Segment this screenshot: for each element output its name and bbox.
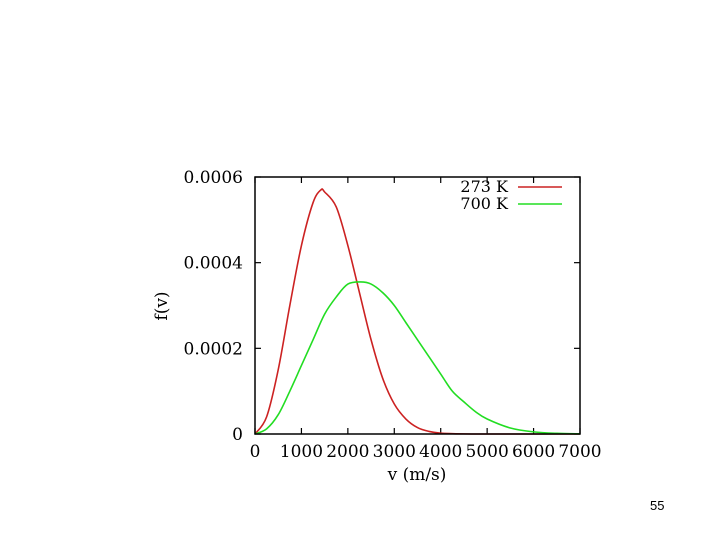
legend-label-2: 700 K bbox=[460, 194, 509, 213]
x-tick-label: 6000 bbox=[512, 442, 555, 462]
x-tick-label: 5000 bbox=[466, 442, 509, 462]
axis-ticks bbox=[254, 176, 581, 435]
y-tick-label: 0.0006 bbox=[184, 168, 243, 188]
legend-label-1: 273 K bbox=[460, 177, 509, 196]
series-layer bbox=[254, 188, 581, 435]
x-tick-label: 2000 bbox=[326, 442, 369, 462]
page-number: 55 bbox=[650, 498, 665, 513]
y-axis-label: f(v) bbox=[152, 291, 172, 320]
x-tick-label: 7000 bbox=[558, 442, 601, 462]
x-tick-label: 0 bbox=[250, 442, 261, 462]
y-tick-label: 0.0002 bbox=[184, 339, 243, 359]
plot-frame bbox=[254, 176, 581, 435]
series-line-1 bbox=[254, 188, 580, 435]
x-tick-label: 3000 bbox=[373, 442, 416, 462]
x-tick-label: 4000 bbox=[419, 442, 462, 462]
x-axis-label: v (m/s) bbox=[387, 465, 447, 485]
x-tick-label: 1000 bbox=[280, 442, 323, 462]
y-tick-label: 0 bbox=[232, 425, 243, 445]
tick-labels: 0 1000 2000 3000 4000 5000 6000 7000 0 0.0002 0.00… bbox=[184, 168, 602, 462]
y-tick-label: 0.0004 bbox=[184, 254, 243, 274]
series-line-2 bbox=[254, 281, 581, 435]
